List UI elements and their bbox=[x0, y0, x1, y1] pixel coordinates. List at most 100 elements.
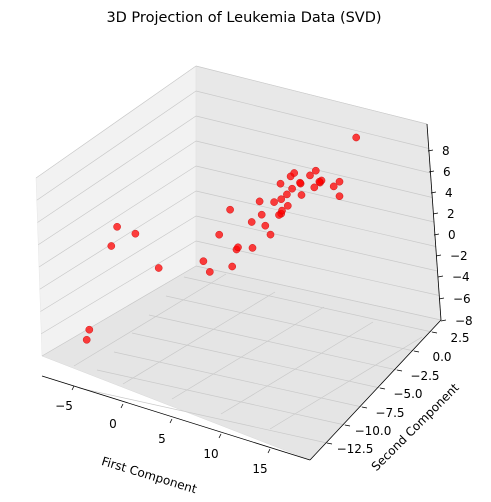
z-tick-mark bbox=[437, 275, 444, 278]
z-grid-line bbox=[41, 265, 197, 357]
x-tick-label: 10 bbox=[203, 447, 218, 461]
data-point bbox=[131, 229, 140, 238]
z-grid-line bbox=[38, 165, 197, 268]
data-point bbox=[234, 243, 242, 252]
data-point bbox=[107, 242, 116, 250]
data-point bbox=[228, 262, 236, 271]
z-tick-mark bbox=[435, 254, 442, 257]
data-point bbox=[266, 230, 275, 239]
x-tick-mark bbox=[267, 448, 271, 454]
z-tick-label: 0 bbox=[448, 228, 456, 242]
z-tick-label: −2 bbox=[450, 249, 468, 263]
data-point bbox=[261, 221, 270, 230]
z-tick-mark bbox=[430, 191, 437, 194]
data-point bbox=[277, 195, 286, 203]
data-point bbox=[283, 201, 292, 210]
data-point bbox=[255, 197, 264, 206]
z-tick-mark bbox=[440, 319, 447, 322]
z-tick-label: −4 bbox=[452, 270, 470, 284]
x-tick-mark bbox=[71, 385, 75, 391]
z-grid-line bbox=[195, 115, 431, 174]
z-axis-line bbox=[426, 123, 442, 321]
y-tick-mark bbox=[326, 442, 333, 445]
z-grid-line bbox=[39, 190, 197, 290]
x-grid-line bbox=[220, 321, 374, 415]
data-point bbox=[310, 183, 319, 192]
data-point bbox=[306, 171, 314, 180]
data-point bbox=[352, 133, 361, 142]
y-tick-mark bbox=[431, 331, 438, 334]
data-point bbox=[113, 222, 121, 231]
z-grid-line bbox=[38, 140, 197, 246]
z-tick-label: 2 bbox=[447, 207, 455, 221]
x-tick-label: −5 bbox=[55, 399, 73, 413]
y-tick-label: −12.5 bbox=[337, 442, 374, 456]
x-tick-mark bbox=[218, 433, 222, 439]
grid-lines bbox=[35, 65, 442, 444]
x-grid-line bbox=[122, 291, 276, 385]
y-tick-mark bbox=[344, 424, 351, 427]
data-point bbox=[154, 264, 163, 272]
y-grid-line bbox=[131, 332, 381, 389]
y-tick-mark bbox=[361, 406, 368, 409]
z-tick-label: −8 bbox=[455, 314, 473, 328]
x-axis-line bbox=[41, 375, 311, 461]
z-grid-line bbox=[195, 165, 435, 223]
y-tick-label: −2.5 bbox=[410, 369, 439, 383]
data-point bbox=[288, 184, 296, 193]
y-tick-label: −7.5 bbox=[375, 406, 404, 420]
data-point bbox=[315, 177, 324, 186]
z-grid-line bbox=[35, 65, 197, 179]
y-tick-mark bbox=[413, 350, 420, 353]
x-tick-mark bbox=[169, 418, 173, 424]
z-grid-line bbox=[195, 215, 438, 272]
z-grid-line bbox=[195, 90, 429, 149]
data-point bbox=[297, 191, 306, 199]
z-tick-mark bbox=[433, 233, 440, 236]
x-axis-label: First Component bbox=[100, 454, 199, 496]
data-point bbox=[283, 190, 291, 199]
y-grid-line bbox=[148, 314, 398, 371]
z-tick-label: 6 bbox=[443, 165, 451, 179]
y-tick-label: −5.0 bbox=[393, 387, 422, 401]
y-axis-line bbox=[309, 319, 442, 461]
data-point bbox=[248, 244, 257, 252]
z-tick-mark bbox=[432, 212, 439, 215]
x-tick-mark bbox=[120, 403, 124, 409]
y-tick-mark bbox=[379, 387, 386, 390]
axis-ticks: −5 0 5 10 15 −12.5 −10.0 −7.5 −5.0 −2.5 0.0 2.5 −8 −6… bbox=[55, 144, 473, 476]
x-tick-label: 0 bbox=[109, 417, 117, 431]
data-point bbox=[335, 192, 344, 200]
z-grid-line bbox=[41, 240, 197, 335]
x-tick-label: 15 bbox=[252, 462, 267, 476]
data-point bbox=[215, 230, 223, 239]
data-point bbox=[290, 169, 299, 177]
data-point bbox=[278, 206, 286, 215]
y-grid-line bbox=[96, 369, 346, 426]
y-tick-mark bbox=[396, 369, 403, 372]
data-point bbox=[85, 325, 94, 334]
x-grid-line bbox=[73, 273, 227, 367]
data-point bbox=[335, 177, 344, 186]
data-point bbox=[257, 210, 266, 219]
data-point bbox=[247, 218, 256, 226]
data-point bbox=[82, 335, 91, 344]
z-tick-mark bbox=[438, 297, 445, 300]
y-grid-line bbox=[78, 387, 328, 444]
data-point bbox=[329, 182, 338, 191]
x-grid-line bbox=[171, 306, 325, 400]
z-grid-line bbox=[195, 65, 428, 125]
z-tick-label: 8 bbox=[442, 144, 450, 158]
data-points bbox=[82, 133, 361, 344]
z-tick-mark bbox=[427, 149, 434, 152]
y-grid-line bbox=[113, 351, 363, 408]
z-grid-line bbox=[195, 265, 442, 321]
z-grid-line bbox=[195, 190, 436, 247]
y-tick-label: −10.0 bbox=[355, 424, 392, 438]
y-tick-label: 2.5 bbox=[450, 331, 469, 345]
z-grid-line bbox=[36, 90, 197, 201]
y-grid-line bbox=[183, 276, 433, 333]
z-tick-label: −6 bbox=[453, 292, 471, 306]
data-point bbox=[276, 179, 285, 188]
